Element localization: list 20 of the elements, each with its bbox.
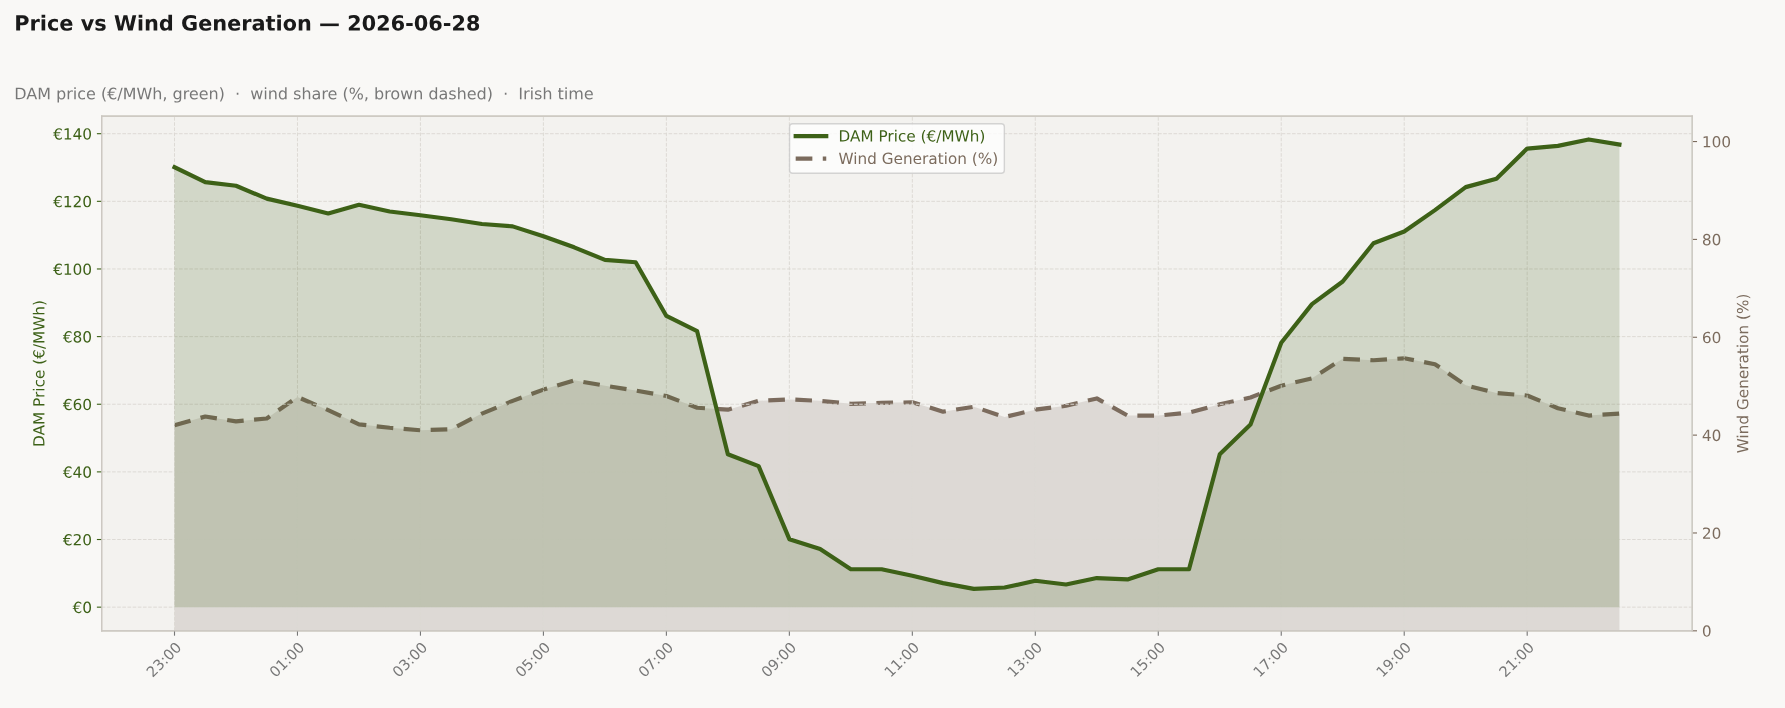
y-tick-label: €120 bbox=[53, 195, 92, 208]
y-tick-label: €140 bbox=[53, 128, 92, 140]
y-tick-label: €0 bbox=[72, 601, 92, 614]
y2-tick-label: 100 bbox=[1703, 136, 1731, 148]
y-tick-label: €60 bbox=[62, 398, 92, 411]
y2-tick-label: 0 bbox=[1702, 625, 1711, 637]
y-tick-label: €40 bbox=[62, 466, 92, 478]
legend-label: DAM Price (€/MWh) bbox=[839, 129, 985, 144]
y2-tick-label: 80 bbox=[1702, 233, 1721, 246]
y2-tick-label: 20 bbox=[1703, 527, 1721, 539]
legend-label: Wind Generation (%) bbox=[838, 152, 997, 166]
y-tick-label: €80 bbox=[62, 331, 92, 343]
chart-title: Price vs Wind Generation — 2026-06-28 bbox=[16, 14, 480, 31]
y2-axis-title: Wind Generation (%) bbox=[1736, 294, 1751, 453]
y-tick-label: €20 bbox=[62, 533, 92, 546]
y2-tick-label: 40 bbox=[1702, 429, 1721, 442]
y-tick-label: €100 bbox=[53, 263, 92, 275]
y-axis-title: DAM Price (€/MWh) bbox=[32, 301, 47, 446]
chart-subtitle: DAM price (€/MWh, green) · wind share (%, brown dashed) · Irish time bbox=[15, 87, 593, 103]
y2-tick-label: 60 bbox=[1702, 331, 1721, 344]
